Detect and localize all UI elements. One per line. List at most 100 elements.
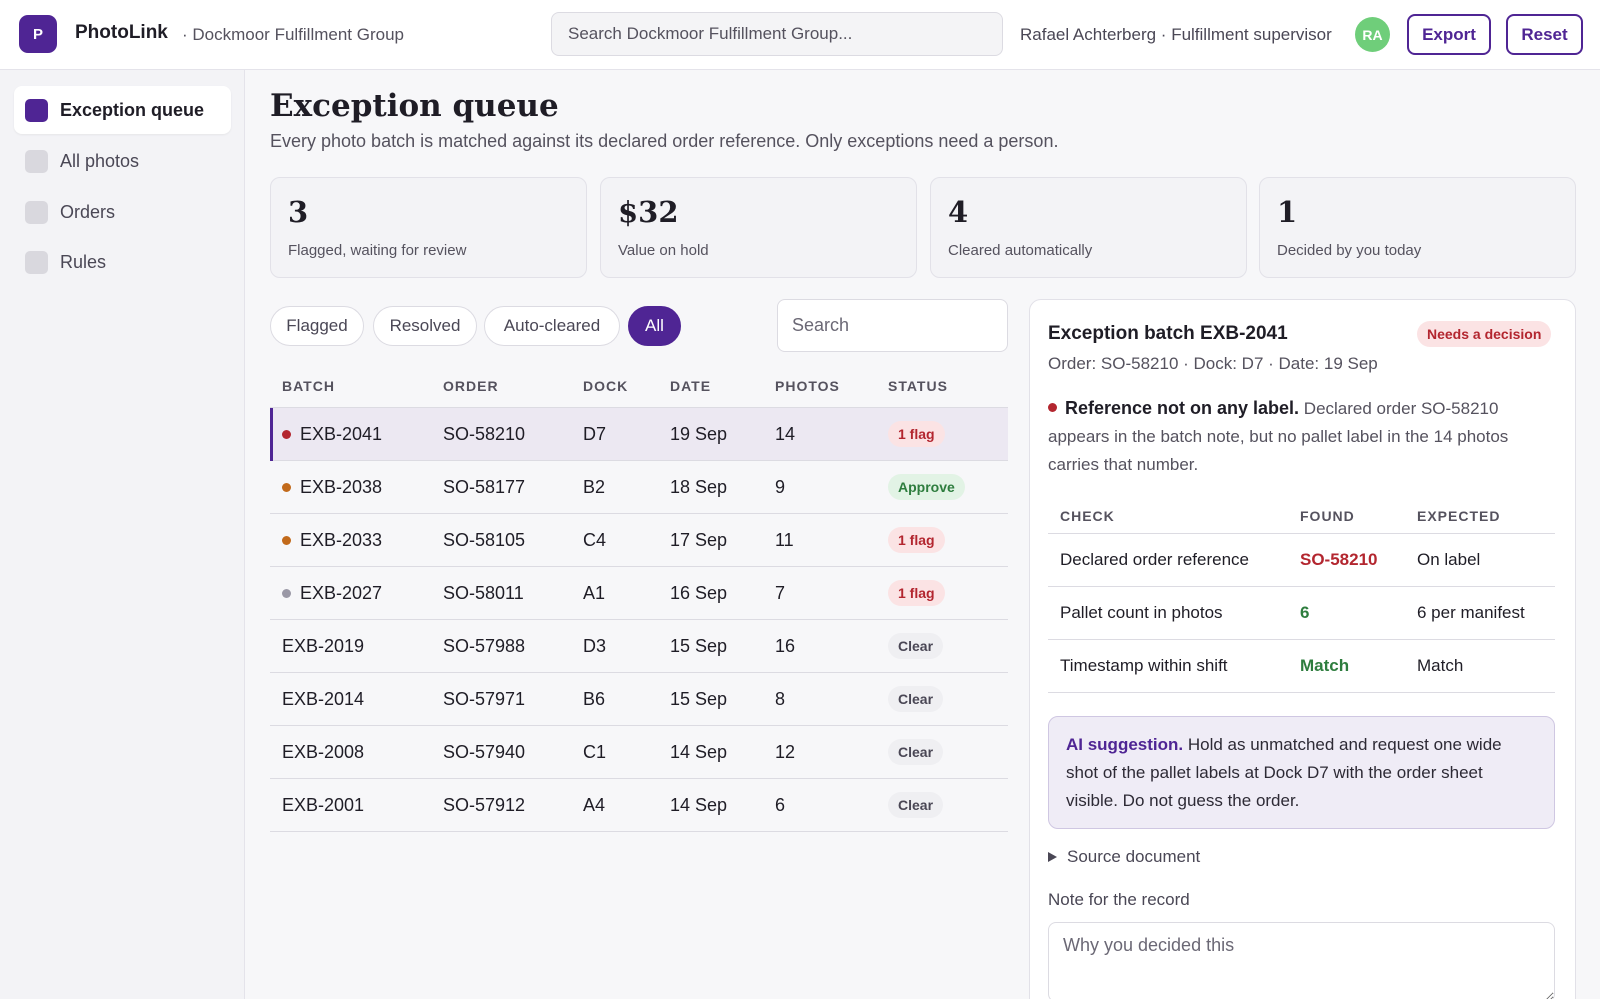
sidebar-item-all-photos[interactable]: All photos [14, 137, 231, 185]
cell-order: SO-57988 [443, 636, 526, 656]
sidebar-item-label: All photos [60, 150, 140, 171]
note-textarea[interactable] [1048, 922, 1555, 999]
column-header-dock[interactable]: DOCK [583, 378, 629, 394]
cell-photos: 14 [775, 424, 796, 444]
cell-dock: B2 [583, 477, 606, 497]
cell-dock: D3 [583, 636, 607, 656]
cell-date: 17 Sep [670, 530, 728, 550]
check-row: Declared order reference SO-58210 On lab… [1048, 534, 1555, 587]
column-header-date[interactable]: DATE [670, 378, 712, 394]
cell-dock: C1 [583, 742, 607, 762]
cell-date: 15 Sep [670, 636, 728, 656]
cell-date: 16 Sep [670, 583, 728, 603]
cell-photos: 8 [775, 689, 786, 709]
sidebar-item-exception-queue[interactable]: Exception queue [14, 86, 231, 134]
source-document-toggle[interactable]: Source document [1048, 847, 1200, 867]
top-bar: P PhotoLink · Dockmoor Fulfillment Group… [0, 0, 1600, 70]
sidebar-item-rules[interactable]: Rules [14, 238, 231, 286]
check-column-header: CHECK [1060, 508, 1115, 524]
cell-batch: EXB-2027 [300, 583, 383, 603]
global-search-input[interactable] [551, 12, 1003, 56]
table-row[interactable]: EXB-2033 SO-58105 C4 17 Sep 11 1 flag [270, 514, 1008, 567]
issue-summary: Reference not on any label. Declared ord… [1048, 394, 1558, 479]
status-badge: Clear [888, 686, 944, 712]
stat-value: 3 [288, 195, 309, 229]
brand-name: PhotoLink [75, 22, 168, 43]
stat-label: Flagged, waiting for review [288, 242, 467, 259]
table-row[interactable]: EXB-2038 SO-58177 B2 18 Sep 9 Approve [270, 461, 1008, 514]
filter-chip-all[interactable]: All [628, 306, 681, 346]
cell-dock: A4 [583, 795, 606, 815]
cell-date: 14 Sep [670, 742, 728, 762]
column-header-batch[interactable]: BATCH [282, 378, 335, 394]
cell-batch: EXB-2038 [300, 477, 383, 497]
column-header-order[interactable]: ORDER [443, 378, 499, 394]
table-row[interactable]: EXB-2027 SO-58011 A1 16 Sep 7 1 flag [270, 567, 1008, 620]
status-badge: Clear [888, 739, 944, 765]
stat-value: $32 [618, 195, 679, 229]
app-logo: P [19, 15, 57, 53]
reset-button[interactable]: Reset [1506, 14, 1583, 55]
status-badge: 1 flag [888, 421, 945, 447]
cell-date: 18 Sep [670, 477, 728, 497]
check-row: Pallet count in photos 6 6 per manifest [1048, 587, 1555, 640]
orders-icon [25, 200, 48, 224]
cell-order: SO-57940 [443, 742, 526, 762]
cell-batch: EXB-2014 [282, 689, 365, 709]
table-body: EXB-2041 SO-58210 D7 19 Sep 14 1 flag EXB-2038… [270, 408, 1008, 832]
check-expected: On label [1417, 550, 1481, 569]
status-dot-icon [282, 483, 291, 492]
table-row[interactable]: EXB-2014 SO-57971 B6 15 Sep 8 Clear [270, 673, 1008, 726]
table-row[interactable]: EXB-2041 SO-58210 D7 19 Sep 14 1 flag [270, 408, 1008, 461]
export-button[interactable]: Export [1407, 14, 1491, 55]
cell-batch: EXB-2008 [282, 742, 365, 762]
cell-photos: 9 [775, 477, 786, 497]
status-badge: 1 flag [888, 527, 945, 553]
column-header-status[interactable]: STATUS [888, 378, 948, 394]
table-row[interactable]: EXB-2019 SO-57988 D3 15 Sep 16 Clear [270, 620, 1008, 673]
filter-chip-flagged[interactable]: Flagged [270, 306, 364, 346]
check-found: Match [1300, 656, 1350, 675]
cell-dock: C4 [583, 530, 607, 550]
cell-date: 15 Sep [670, 689, 728, 709]
stat-label: Decided by you today [1277, 242, 1422, 259]
cell-batch: EXB-2033 [300, 530, 383, 550]
cell-batch: EXB-2001 [282, 795, 365, 815]
filter-chip-auto-cleared[interactable]: Auto-cleared [484, 306, 620, 346]
found-column-header: FOUND [1300, 508, 1355, 524]
cell-photos: 7 [775, 583, 786, 603]
ai-suggestion-text: Hold as unmatched and request one wide s… [1066, 735, 1502, 810]
cell-batch: EXB-2019 [282, 636, 365, 656]
sidebar-item-orders[interactable]: Orders [14, 188, 231, 236]
status-badge: Clear [888, 792, 944, 818]
note-label: Note for the record [1048, 890, 1190, 909]
status-dot-icon [282, 430, 291, 439]
checks-table: CHECK FOUND EXPECTED Declared order refe… [1048, 496, 1555, 693]
detail-meta: Order: SO-58210 · Dock: D7 · Date: 19 Se… [1048, 354, 1378, 373]
check-expected: Match [1417, 656, 1464, 675]
disclosure-triangle-icon [1048, 852, 1057, 862]
check-found: 6 [1300, 603, 1310, 622]
table-row[interactable]: EXB-2001 SO-57912 A4 14 Sep 6 Clear [270, 779, 1008, 832]
rules-icon [25, 250, 48, 274]
check-name: Timestamp within shift [1060, 656, 1228, 675]
detail-panel: Exception batch EXB-2041 Needs a decisio… [1029, 299, 1576, 999]
cell-dock: B6 [583, 689, 606, 709]
status-badge: 1 flag [888, 580, 945, 606]
avatar[interactable]: RA [1355, 17, 1390, 52]
status-badge: Needs a decision [1417, 321, 1552, 347]
batch-search-input[interactable] [777, 299, 1008, 352]
stat-value: 4 [948, 195, 969, 229]
table-row[interactable]: EXB-2008 SO-57940 C1 14 Sep 12 Clear [270, 726, 1008, 779]
status-dot-icon [282, 589, 291, 598]
photos-icon [25, 149, 48, 173]
column-header-photos[interactable]: PHOTOS [775, 378, 840, 394]
cell-order: SO-57971 [443, 689, 526, 709]
filter-chip-resolved[interactable]: Resolved [373, 306, 477, 346]
stat-label: Value on hold [618, 242, 709, 259]
ai-suggestion: AI suggestion. Hold as unmatched and req… [1048, 716, 1555, 829]
check-row: Timestamp within shift Match Match [1048, 640, 1555, 693]
stat-card-flagged: 3 Flagged, waiting for review [270, 177, 587, 278]
cell-order: SO-58177 [443, 477, 526, 497]
cell-dock: D7 [583, 424, 607, 444]
